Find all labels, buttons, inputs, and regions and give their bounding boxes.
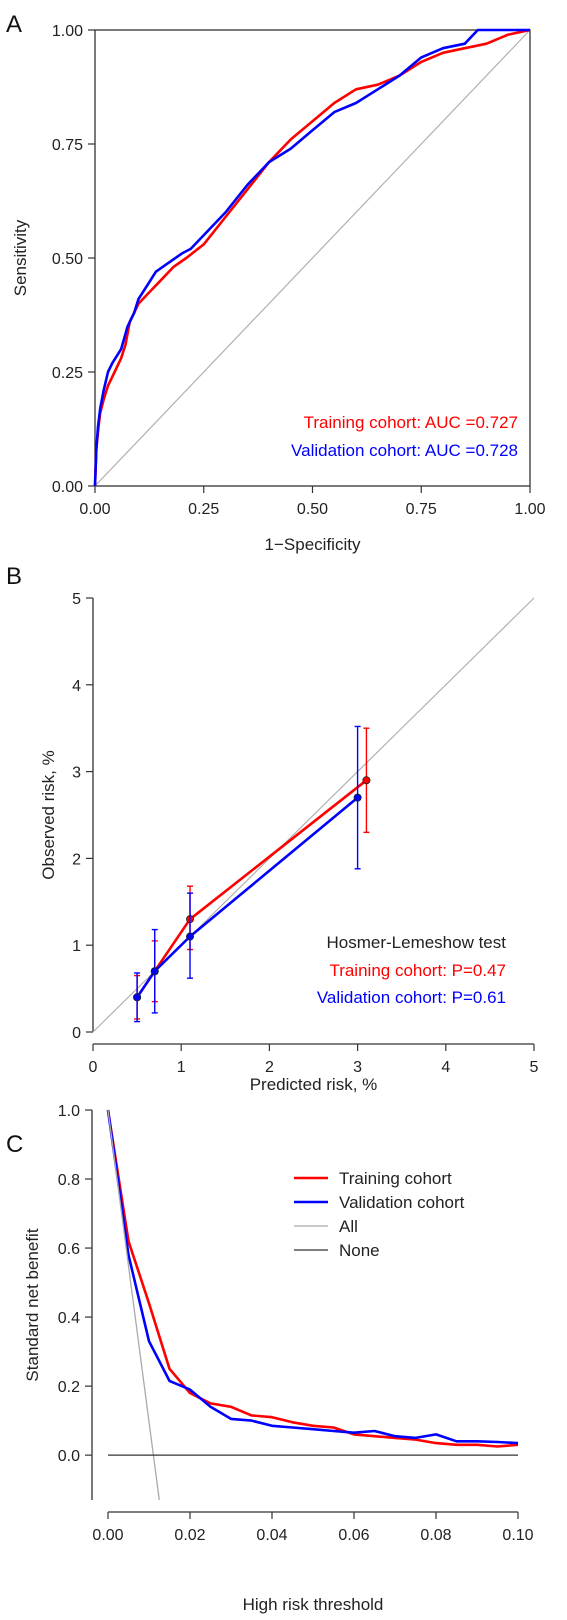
legend-label: Validation cohort	[339, 1193, 465, 1212]
x-tick-label: 0.06	[338, 1527, 369, 1544]
x-axis-label: 1−Specificity	[265, 535, 361, 554]
x-tick-label: 0.00	[92, 1527, 123, 1544]
annotation: Hosmer-Lemeshow test	[326, 933, 506, 952]
x-tick-label: 1.00	[514, 501, 545, 518]
annotation: Training cohort: AUC =0.727	[304, 413, 518, 432]
x-tick-label: 5	[530, 1059, 539, 1076]
y-axis-label: Observed risk, %	[39, 750, 58, 879]
legend: Training cohort Validation cohort All None	[294, 1169, 465, 1260]
legend-label: Training cohort	[339, 1169, 452, 1188]
x-tick-label: 4	[441, 1059, 450, 1076]
x-tick-label: 0.25	[188, 501, 219, 518]
x-tick-label: 0.08	[420, 1527, 451, 1544]
x-axis-label: High risk threshold	[243, 1595, 384, 1614]
annotation: Validation cohort: AUC =0.728	[291, 441, 518, 460]
y-axis-label: Standard net benefit	[23, 1228, 42, 1381]
y-tick-label: 0.6	[58, 1241, 80, 1258]
series-validation-cohort-line	[106, 1109, 519, 1445]
legend-label: All	[339, 1217, 358, 1236]
data-point	[353, 793, 362, 802]
y-tick-label: 0.50	[52, 251, 83, 268]
x-tick-label: 0.00	[79, 501, 110, 518]
y-axis-label: Sensitivity	[11, 219, 30, 296]
y-tick-label: 1.0	[58, 1103, 80, 1120]
series-training-cohort-line	[106, 1109, 519, 1448]
x-tick-label: 1	[177, 1059, 186, 1076]
y-tick-label: 2	[72, 851, 81, 868]
y-tick-label: 0.8	[58, 1172, 80, 1189]
data-point	[186, 932, 195, 941]
panel-b: B 0 1 2 3 4 5 0 1 2 3 4 5 Predicted risk, % Observed r…	[6, 563, 539, 1094]
data-point	[133, 993, 142, 1002]
panel-c: C 0.00 0.02 0.04 0.06 0.08 0.10 0.0 0.2 0.4 0.6 0.8…	[6, 1103, 534, 1614]
y-tick-label: 0.2	[58, 1379, 80, 1396]
annotation: Training cohort: P=0.47	[329, 961, 506, 980]
x-tick-label: 0.75	[406, 501, 437, 518]
y-tick-label: 0.00	[52, 479, 83, 496]
series-0-line	[93, 28, 531, 487]
x-tick-label: 3	[353, 1059, 362, 1076]
y-tick-label: 5	[72, 591, 81, 608]
data-point	[362, 776, 371, 785]
panel-letter: A	[6, 11, 22, 38]
x-tick-label: 0.50	[297, 501, 328, 518]
x-tick-label: 2	[265, 1059, 274, 1076]
panel-letter: B	[6, 563, 22, 590]
series-1-line	[136, 796, 359, 999]
y-tick-label: 0.4	[58, 1310, 80, 1327]
data-point	[150, 967, 159, 976]
y-tick-label: 1.00	[52, 23, 83, 40]
panel-letter: C	[6, 1131, 23, 1158]
x-tick-label: 0	[89, 1059, 98, 1076]
x-tick-label: 0.02	[174, 1527, 205, 1544]
legend-label: None	[339, 1241, 380, 1260]
y-tick-label: 4	[72, 678, 81, 695]
x-tick-label: 0.04	[256, 1527, 287, 1544]
series-1-line	[93, 28, 530, 487]
y-tick-label: 0.0	[58, 1448, 80, 1465]
x-axis-label: Predicted risk, %	[250, 1075, 378, 1094]
y-tick-label: 3	[72, 765, 81, 782]
y-tick-label: 1	[72, 938, 81, 955]
y-tick-label: 0.75	[52, 137, 83, 154]
reference-diagonal	[94, 29, 531, 487]
y-tick-label: 0	[72, 1025, 81, 1042]
panel-a: A 0.00 0.25 0.50 0.75 1.00 0.00 0.25 0.50 0.75 1.0…	[6, 11, 546, 554]
series-all-line	[107, 1109, 160, 1501]
y-tick-label: 0.25	[52, 365, 83, 382]
annotation: Validation cohort: P=0.61	[317, 988, 506, 1007]
x-tick-label: 0.10	[502, 1527, 533, 1544]
